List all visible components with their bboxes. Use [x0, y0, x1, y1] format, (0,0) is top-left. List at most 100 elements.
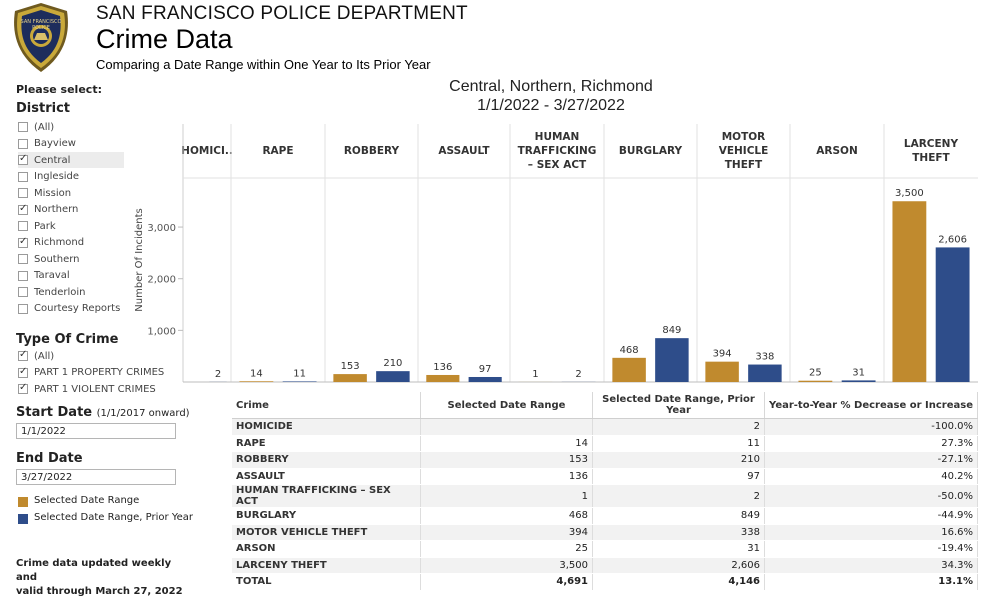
- start-date-title: Start Date (1/1/2017 onward): [16, 405, 190, 420]
- bar-prior: [283, 381, 317, 382]
- bar-data-label: 468: [620, 345, 639, 356]
- cell-prior: 97: [593, 468, 765, 485]
- cell-selected: [421, 419, 593, 436]
- bar-data-label: 3,500: [895, 188, 924, 199]
- bar-selected: [426, 375, 459, 382]
- bar-prior: [655, 338, 688, 382]
- bar-data-label: 849: [662, 325, 681, 336]
- col-header-crime: Crime: [232, 392, 421, 419]
- cell-change: 27.3%: [765, 435, 978, 452]
- cell-change: 16.6%: [765, 524, 978, 541]
- cell-crime: ROBBERY: [232, 452, 421, 469]
- legend-swatch-selected: [18, 497, 28, 507]
- bar-data-label: 31: [852, 367, 865, 378]
- col-header-prior: Selected Date Range, Prior Year: [593, 392, 765, 419]
- bar-data-label: 1: [532, 369, 538, 380]
- bar-selected: [705, 362, 738, 382]
- cell-prior: 849: [593, 508, 765, 525]
- table-header-row: Crime Selected Date Range Selected Date …: [232, 392, 978, 419]
- bar-selected: [333, 374, 366, 382]
- note-line-1: Crime data updated weekly and: [16, 557, 186, 585]
- cell-prior: 2: [593, 485, 765, 508]
- y-tick-label: 1,000: [147, 326, 176, 337]
- cell-crime: TOTAL: [232, 574, 421, 591]
- cell-crime: RAPE: [232, 435, 421, 452]
- cell-prior: 2,606: [593, 557, 765, 574]
- bar-selected: [239, 381, 273, 382]
- start-date-label: Start Date: [16, 405, 92, 420]
- bar-data-label: 2: [575, 369, 581, 380]
- y-axis-title: Number Of Incidents: [134, 208, 145, 311]
- cell-change: 40.2%: [765, 468, 978, 485]
- cell-selected: 3,500: [421, 557, 593, 574]
- col-header-change: Year-to-Year % Decrease or Increase: [765, 392, 978, 419]
- cell-prior: 11: [593, 435, 765, 452]
- bar-data-label: 11: [293, 368, 306, 379]
- legend-label-selected: Selected Date Range: [34, 495, 139, 506]
- cell-crime: LARCENY THEFT: [232, 557, 421, 574]
- cell-crime: MOTOR VEHICLE THEFT: [232, 524, 421, 541]
- bar-prior: [748, 365, 781, 382]
- table-row: HOMICIDE 2-100.0%: [232, 419, 978, 436]
- cell-selected: 468: [421, 508, 593, 525]
- cell-change: -19.4%: [765, 541, 978, 558]
- legend-swatch-prior: [18, 514, 28, 524]
- cell-selected: 153: [421, 452, 593, 469]
- bar-data-label: 136: [433, 362, 452, 373]
- bar-data-label: 210: [383, 358, 402, 369]
- bar-data-label: 153: [341, 361, 360, 372]
- cell-prior: 338: [593, 524, 765, 541]
- cell-change: -27.1%: [765, 452, 978, 469]
- cell-crime: ASSAULT: [232, 468, 421, 485]
- bar-data-label: 14: [250, 368, 263, 379]
- cell-change: 34.3%: [765, 557, 978, 574]
- cell-crime: BURGLARY: [232, 508, 421, 525]
- cell-selected: 4,691: [421, 574, 593, 591]
- cell-crime: HOMICIDE: [232, 419, 421, 436]
- end-date-input[interactable]: [16, 469, 176, 485]
- cell-change: -50.0%: [765, 485, 978, 508]
- cell-selected: 1: [421, 485, 593, 508]
- cell-crime: HUMAN TRAFFICKING – SEX ACT: [232, 485, 421, 508]
- start-date-input[interactable]: [16, 423, 176, 439]
- bar-prior: [842, 380, 876, 382]
- data-update-note: Crime data updated weekly and valid thro…: [16, 557, 186, 599]
- cell-prior: 2: [593, 419, 765, 436]
- y-tick-label: 2,000: [147, 275, 176, 286]
- bar-data-label: 394: [713, 349, 732, 360]
- bar-selected: [892, 201, 926, 382]
- cell-prior: 4,146: [593, 574, 765, 591]
- legend-label-prior: Selected Date Range, Prior Year: [34, 512, 193, 523]
- bar-data-label: 97: [479, 364, 492, 375]
- bar-prior: [936, 247, 970, 382]
- bar-data-label: 25: [809, 368, 822, 379]
- bar-data-label: 2: [215, 369, 221, 380]
- col-header-selected: Selected Date Range: [421, 392, 593, 419]
- crime-data-table: Crime Selected Date Range Selected Date …: [232, 392, 978, 591]
- bar-prior: [469, 377, 502, 382]
- cell-selected: 14: [421, 435, 593, 452]
- cell-crime: ARSON: [232, 541, 421, 558]
- cell-prior: 210: [593, 452, 765, 469]
- start-date-hint: (1/1/2017 onward): [97, 408, 190, 419]
- bar-data-label: 338: [755, 352, 774, 363]
- cell-change: 13.1%: [765, 574, 978, 591]
- cell-prior: 31: [593, 541, 765, 558]
- cell-selected: 25: [421, 541, 593, 558]
- bar-prior: [376, 371, 409, 382]
- note-line-2: valid through March 27, 2022: [16, 585, 186, 599]
- cell-change: -100.0%: [765, 419, 978, 436]
- y-tick-label: 3,000: [147, 223, 176, 234]
- cell-selected: 394: [421, 524, 593, 541]
- bar-selected: [612, 358, 645, 382]
